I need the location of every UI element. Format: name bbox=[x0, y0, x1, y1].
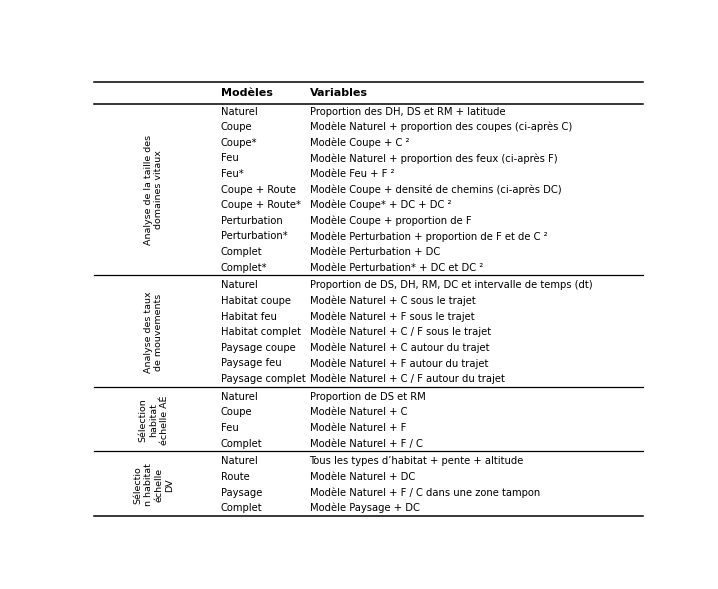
Text: Coupe: Coupe bbox=[220, 408, 252, 418]
Text: Paysage: Paysage bbox=[220, 488, 262, 498]
Text: Perturbation*: Perturbation* bbox=[220, 231, 287, 241]
Text: Variables: Variables bbox=[309, 88, 368, 98]
Text: Proportion de DS et RM: Proportion de DS et RM bbox=[309, 392, 425, 402]
Text: Modèle Feu + F ²: Modèle Feu + F ² bbox=[309, 169, 394, 179]
Text: Modèle Coupe + proportion de F: Modèle Coupe + proportion de F bbox=[309, 216, 471, 226]
Text: Modèle Naturel + C / F sous le trajet: Modèle Naturel + C / F sous le trajet bbox=[309, 327, 490, 337]
Text: Sélection
habitat
échelle AÉ: Sélection habitat échelle AÉ bbox=[139, 395, 169, 445]
Text: Complet: Complet bbox=[220, 439, 262, 449]
Text: Complet*: Complet* bbox=[220, 263, 267, 273]
Text: Modèle Perturbation* + DC et DC ²: Modèle Perturbation* + DC et DC ² bbox=[309, 263, 482, 273]
Text: Modèle Naturel + F autour du trajet: Modèle Naturel + F autour du trajet bbox=[309, 358, 488, 369]
Text: Modèle Naturel + C: Modèle Naturel + C bbox=[309, 408, 407, 418]
Text: Proportion de DS, DH, RM, DC et intervalle de temps (dt): Proportion de DS, DH, RM, DC et interval… bbox=[309, 280, 592, 290]
Text: Modèle Perturbation + DC: Modèle Perturbation + DC bbox=[309, 247, 440, 257]
Text: Modèle Naturel + C autour du trajet: Modèle Naturel + C autour du trajet bbox=[309, 343, 489, 353]
Text: Modèle Coupe* + DC + DC ²: Modèle Coupe* + DC + DC ² bbox=[309, 200, 451, 210]
Text: Modèle Naturel + DC: Modèle Naturel + DC bbox=[309, 472, 415, 482]
Text: Coupe + Route*: Coupe + Route* bbox=[220, 200, 301, 210]
Text: Modèle Coupe + densité de chemins (ci-après DC): Modèle Coupe + densité de chemins (ci-ap… bbox=[309, 184, 561, 195]
Text: Modèle Naturel + F / C: Modèle Naturel + F / C bbox=[309, 439, 422, 449]
Text: Habitat complet: Habitat complet bbox=[220, 327, 301, 337]
Text: Modèle Coupe + C ²: Modèle Coupe + C ² bbox=[309, 137, 409, 148]
Text: Complet: Complet bbox=[220, 247, 262, 257]
Text: Modèle Naturel + C sous le trajet: Modèle Naturel + C sous le trajet bbox=[309, 296, 475, 306]
Text: Analyse des taux
de mouvements: Analyse des taux de mouvements bbox=[144, 292, 164, 373]
Text: Complet: Complet bbox=[220, 503, 262, 513]
Text: Modèle Naturel + F / C dans une zone tampon: Modèle Naturel + F / C dans une zone tam… bbox=[309, 488, 540, 498]
Text: Modèle Naturel + F sous le trajet: Modèle Naturel + F sous le trajet bbox=[309, 312, 474, 322]
Text: Modèle Perturbation + proportion de F et de C ²: Modèle Perturbation + proportion de F et… bbox=[309, 231, 547, 241]
Text: Feu: Feu bbox=[220, 423, 238, 433]
Text: Coupe + Route: Coupe + Route bbox=[220, 184, 296, 194]
Text: Tous les types d’habitat + pente + altitude: Tous les types d’habitat + pente + altit… bbox=[309, 456, 524, 466]
Text: Modèle Naturel + proportion des coupes (ci-après C): Modèle Naturel + proportion des coupes (… bbox=[309, 122, 572, 133]
Text: Proportion des DH, DS et RM + latitude: Proportion des DH, DS et RM + latitude bbox=[309, 107, 505, 117]
Text: Naturel: Naturel bbox=[220, 456, 257, 466]
Text: Modèle Naturel + C / F autour du trajet: Modèle Naturel + C / F autour du trajet bbox=[309, 373, 505, 384]
Text: Feu*: Feu* bbox=[220, 169, 243, 179]
Text: Naturel: Naturel bbox=[220, 107, 257, 117]
Text: Modèle Paysage + DC: Modèle Paysage + DC bbox=[309, 503, 419, 514]
Text: Modèle Naturel + F: Modèle Naturel + F bbox=[309, 423, 406, 433]
Text: Habitat coupe: Habitat coupe bbox=[220, 296, 291, 306]
Text: Analyse de la taille des
domaines vitaux: Analyse de la taille des domaines vitaux bbox=[144, 134, 164, 244]
Text: Sélectio
n habitat
échelle
DV: Sélectio n habitat échelle DV bbox=[134, 464, 174, 507]
Text: Coupe: Coupe bbox=[220, 122, 252, 132]
Text: Paysage feu: Paysage feu bbox=[220, 358, 281, 368]
Text: Habitat feu: Habitat feu bbox=[220, 312, 276, 322]
Text: Perturbation: Perturbation bbox=[220, 216, 282, 226]
Text: Naturel: Naturel bbox=[220, 392, 257, 402]
Text: Paysage complet: Paysage complet bbox=[220, 374, 305, 384]
Text: Naturel: Naturel bbox=[220, 280, 257, 290]
Text: Modèle Naturel + proportion des feux (ci-après F): Modèle Naturel + proportion des feux (ci… bbox=[309, 153, 557, 164]
Text: Modèles: Modèles bbox=[220, 88, 272, 98]
Text: Feu: Feu bbox=[220, 153, 238, 163]
Text: Coupe*: Coupe* bbox=[220, 138, 257, 148]
Text: Paysage coupe: Paysage coupe bbox=[220, 343, 295, 353]
Text: Route: Route bbox=[220, 472, 249, 482]
